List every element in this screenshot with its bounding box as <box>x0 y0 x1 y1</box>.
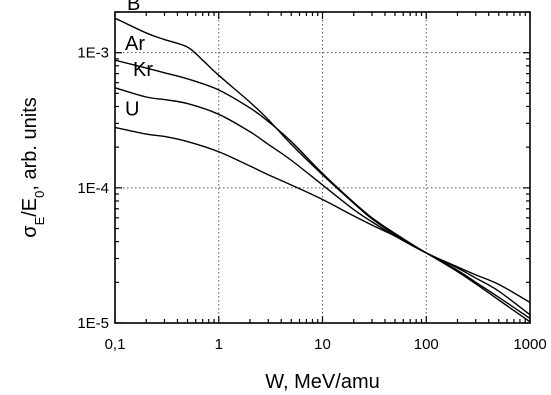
x-tick-label: 1 <box>215 336 223 353</box>
y-tick-label: 1E-4 <box>77 180 109 197</box>
series-label-kr: Kr <box>133 59 153 81</box>
series-labels: B Ar Kr U <box>125 0 153 120</box>
series-curves <box>114 17 531 323</box>
y-axis-title-rest: , arb. units <box>19 97 41 190</box>
series-curve-b <box>114 17 531 323</box>
tick-labels: 0,1 1 10 100 1000 1E-5 1E-4 1E-3 <box>77 45 546 353</box>
x-axis-title: W, MeV/amu <box>265 371 379 393</box>
y-axis-title-sub2: 0 <box>32 191 47 198</box>
axis-ticks <box>114 11 531 324</box>
grid-lines <box>115 12 530 323</box>
series-label-b: B <box>127 0 140 15</box>
x-tick-label: 1000 <box>513 336 546 353</box>
y-axis-title-sub1: E <box>32 216 47 225</box>
y-tick-label: 1E-3 <box>77 45 109 62</box>
series-label-u: U <box>125 98 139 120</box>
x-tick-label: 100 <box>414 336 439 353</box>
y-axis-title-main: σ <box>19 225 41 238</box>
series-label-ar: Ar <box>125 33 145 55</box>
series-curve-u <box>114 126 531 304</box>
y-axis-title-slash: /E <box>19 198 41 217</box>
x-tick-label: 0,1 <box>105 336 126 353</box>
x-tick-label: 10 <box>314 336 331 353</box>
y-axis-title: σE/E0, arb. units <box>19 97 47 238</box>
series-curve-kr <box>114 87 531 316</box>
series-curve-ar <box>114 59 531 320</box>
y-tick-label: 1E-5 <box>77 315 109 332</box>
